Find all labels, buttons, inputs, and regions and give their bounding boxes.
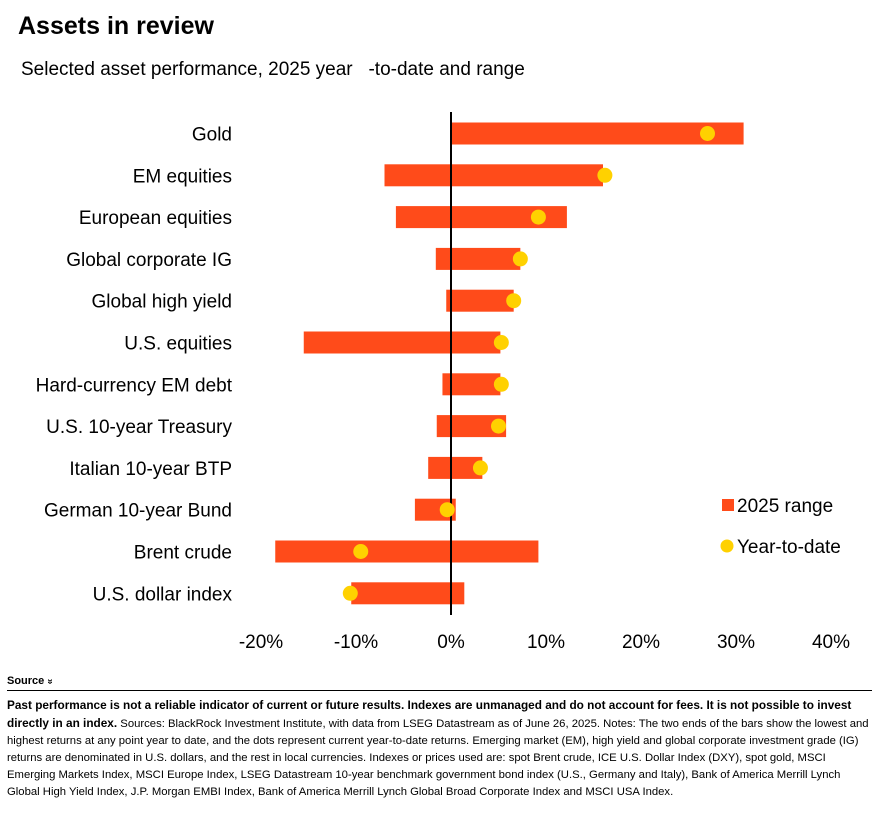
double-chevron-down-icon: » <box>44 678 56 685</box>
range-bar <box>275 540 539 563</box>
range-bar <box>384 164 603 187</box>
chart-subtitle: Selected asset performance, 2025 year -t… <box>21 59 525 80</box>
x-tick-label: 40% <box>812 632 850 653</box>
source-notes: Past performance is not a reliable indic… <box>7 697 875 801</box>
range-bar <box>435 247 521 270</box>
source-label: Source <box>7 675 45 687</box>
category-label: Italian 10-year BTP <box>69 459 232 480</box>
category-label: Gold <box>192 125 232 146</box>
range-bar <box>442 373 501 396</box>
ytd-dot <box>493 335 509 350</box>
ytd-dot <box>506 293 522 309</box>
category-label: Brent crude <box>134 543 232 564</box>
range-bar <box>446 289 514 312</box>
legend-range-swatch <box>722 499 734 511</box>
x-tick-label: 0% <box>437 632 465 653</box>
ytd-dot <box>353 544 369 559</box>
disclaimer-text: Past performance is not a reliable indic… <box>7 698 852 730</box>
ytd-dot <box>530 209 546 225</box>
x-tick-label: 30% <box>717 632 755 653</box>
range-bar <box>428 456 483 479</box>
ytd-dot <box>439 502 455 518</box>
category-label: Hard-currency EM debt <box>36 375 233 396</box>
notes-text: Sources: BlackRock Investment Institute,… <box>7 718 869 798</box>
x-tick-label: 10% <box>527 632 565 653</box>
source-divider <box>7 690 872 691</box>
ytd-dot <box>472 460 488 476</box>
x-tick-label: 20% <box>622 632 660 653</box>
ytd-dot <box>491 418 506 434</box>
range-bar <box>436 415 507 438</box>
category-label: Global high yield <box>92 292 232 313</box>
category-label: U.S. dollar index <box>93 584 233 605</box>
ytd-dot <box>700 126 715 141</box>
range-chart: Gold EM equities European equities Global c… <box>36 112 850 653</box>
ytd-dot <box>597 167 613 183</box>
chart-title: Assets in review <box>18 12 214 40</box>
ytd-dot <box>493 376 509 392</box>
category-label: EM equities <box>133 166 232 187</box>
x-tick-label: -10% <box>334 632 378 653</box>
category-label: U.S. equities <box>124 334 232 355</box>
range-bar <box>451 122 744 145</box>
range-bar <box>351 582 465 605</box>
ytd-dot <box>342 585 358 601</box>
category-label: German 10-year Bund <box>44 501 232 522</box>
category-label: European equities <box>79 208 232 229</box>
category-label: Global corporate IG <box>66 250 232 271</box>
range-bar <box>395 206 567 229</box>
legend-range-label: 2025 range <box>737 496 833 517</box>
legend-ytd-swatch <box>720 539 734 553</box>
x-tick-label: -20% <box>239 632 283 653</box>
category-label: U.S. 10-year Treasury <box>46 417 232 438</box>
legend-ytd-label: Year-to-date <box>737 537 841 558</box>
ytd-dot <box>512 251 528 267</box>
source-toggle[interactable]: Source » <box>7 675 56 687</box>
range-bar <box>303 331 501 354</box>
